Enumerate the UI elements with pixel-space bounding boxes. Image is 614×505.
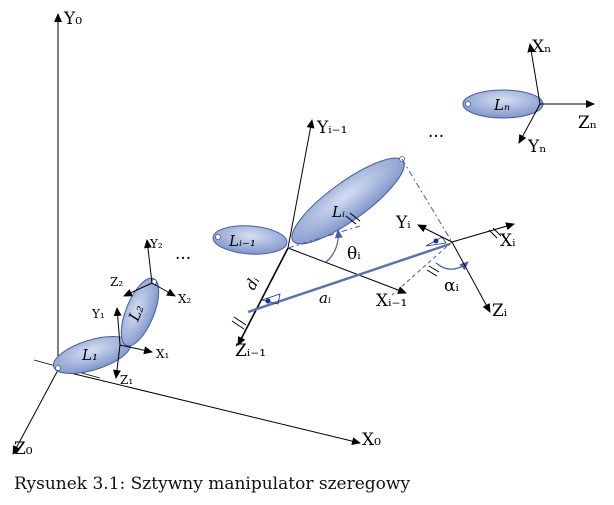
z2-label: Z₂ xyxy=(110,275,123,289)
yi-minus-1-label: Yᵢ₋₁ xyxy=(316,118,347,138)
x0-label: X₀ xyxy=(362,430,381,450)
zn-label: Yₙ xyxy=(527,137,547,157)
frame-n: Xₙ Zₙ Yₙ xyxy=(518,37,597,157)
alpha-i-label: αᵢ xyxy=(444,276,459,296)
zi-label: Zᵢ xyxy=(492,301,508,321)
a-i-label: aᵢ xyxy=(319,289,331,307)
xi-label: Xᵢ xyxy=(500,231,516,251)
y0-label: Y₀ xyxy=(63,9,82,29)
construction-lines: θᵢ αᵢ xyxy=(287,158,469,296)
y2-label: Y₂ xyxy=(149,237,163,251)
figure-caption: Rysunek 3.1: Sztywny manipulator szerego… xyxy=(14,474,411,494)
z1-label: Z₁ xyxy=(120,373,133,387)
link-i: Lᵢ xyxy=(291,156,405,245)
xi-minus-1-label: Xᵢ₋₁ xyxy=(376,291,407,311)
frame-1: Y₁ X₁ Z₁ xyxy=(91,307,169,387)
link-n-label: Lₙ xyxy=(493,96,510,114)
link-2: L₂ xyxy=(120,277,160,347)
theta-arc xyxy=(325,229,343,263)
z0-label: Z₀ xyxy=(14,439,33,459)
base-frame: Y₀ X₀ Z₀ xyxy=(12,9,381,459)
zi-minus-1-label: Zᵢ₋₁ xyxy=(235,341,266,361)
link-n: Lₙ xyxy=(462,89,544,119)
frame-i: Yᵢ Xᵢ Zᵢ xyxy=(395,213,516,321)
yn-label: Xₙ xyxy=(532,37,551,57)
link-1: L₁ xyxy=(52,335,132,375)
frame-i-minus-1: Yᵢ₋₁ Xᵢ₋₁ Zᵢ₋₁ xyxy=(235,118,407,361)
link-i-label: Lᵢ xyxy=(331,203,345,221)
y1-label: Y₁ xyxy=(91,307,105,321)
link-2-label: L₂ xyxy=(124,302,147,324)
theta-i-label: θᵢ xyxy=(347,244,361,264)
link-i-minus-1: Lᵢ₋₁ xyxy=(212,225,288,255)
xn-label: Zₙ xyxy=(578,113,597,133)
common-normal xyxy=(247,242,451,314)
d-i-label: dᵢ xyxy=(242,273,264,293)
ellipsis-2: ··· xyxy=(428,127,444,147)
x1-label: X₁ xyxy=(156,347,169,361)
x2-label: X₂ xyxy=(178,292,192,306)
z0-axis xyxy=(12,369,59,455)
frame-2: Y₂ X₂ Z₂ xyxy=(110,237,192,306)
alpha-arc xyxy=(435,261,469,271)
ellipsis-1: ··· xyxy=(175,249,191,269)
yi-label: Yᵢ xyxy=(395,213,411,233)
link-i-minus-1-label: Lᵢ₋₁ xyxy=(228,232,256,250)
x0-axis xyxy=(57,369,361,446)
link-1-label: L₁ xyxy=(81,346,98,364)
